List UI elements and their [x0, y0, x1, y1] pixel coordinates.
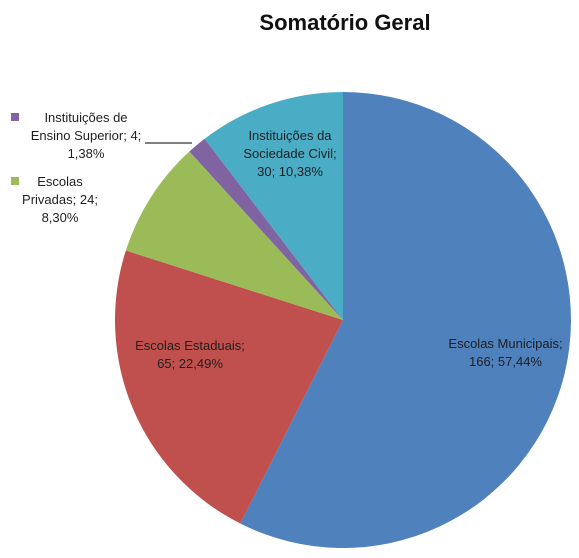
label-separator: ;	[123, 128, 131, 143]
label-category: Escolas Estaduais	[135, 338, 242, 353]
data-label: Instituições da Sociedade Civil; 30; 10,…	[235, 127, 345, 181]
chart-title: Somatório Geral	[259, 10, 430, 35]
label-category: Instituições da Sociedade Civil	[243, 128, 333, 161]
label-category: Escolas Privadas	[22, 174, 83, 207]
label-value: 30; 10,38%	[257, 164, 323, 179]
label-category: Escolas Municipais	[448, 336, 559, 351]
label-separator: ;	[558, 336, 563, 351]
label-separator: ;	[332, 146, 337, 161]
label-separator: ;	[241, 338, 245, 353]
label-value: 4; 1,38%	[67, 128, 142, 161]
pie-slice	[114, 250, 343, 524]
label-value: 24; 8,30%	[41, 192, 98, 225]
data-label: Escolas Municipais; 166; 57,44%	[438, 335, 573, 371]
pie-slice	[204, 92, 343, 320]
label-separator: ;	[72, 192, 80, 207]
data-label: Escolas Estaduais; 65; 22,49%	[125, 337, 255, 373]
label-value: 65; 22,49%	[157, 356, 223, 371]
data-label: Instituições de Ensino Superior; 4; 1,38…	[25, 109, 147, 163]
data-label: Escolas Privadas; 24; 8,30%	[12, 173, 108, 227]
label-value: 166; 57,44%	[468, 354, 542, 369]
pie-slice	[189, 138, 343, 320]
pie-slice	[240, 92, 571, 549]
label-key	[11, 177, 19, 185]
label-category: Instituições de Ensino Superior	[30, 110, 128, 143]
label-key	[11, 113, 19, 121]
pie-slice	[125, 151, 344, 320]
